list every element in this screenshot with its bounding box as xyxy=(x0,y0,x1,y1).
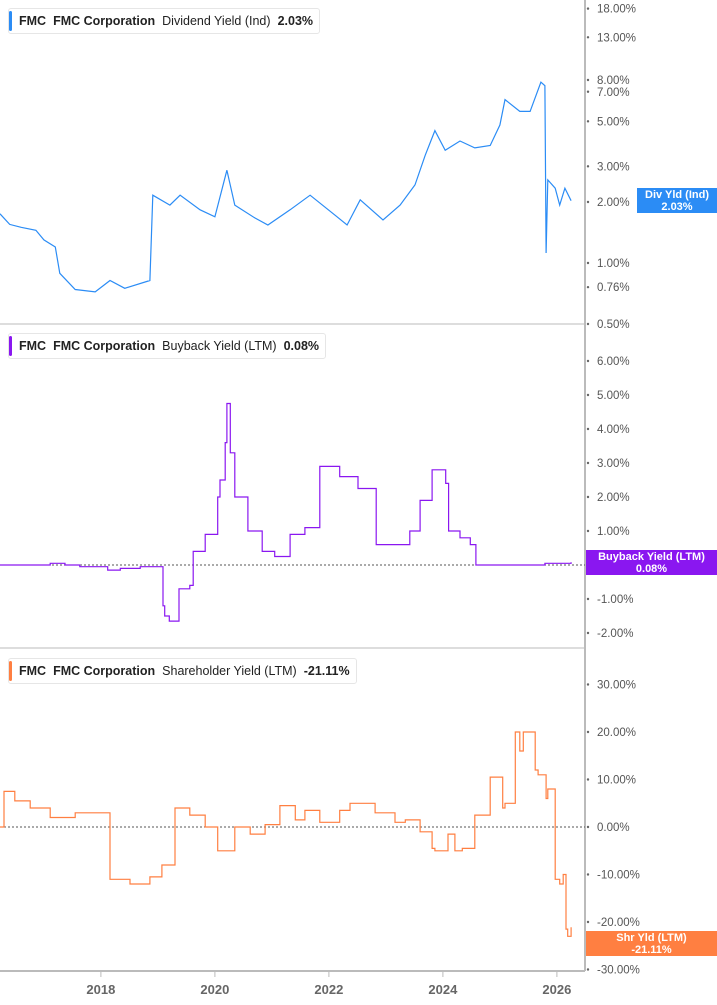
tag-label: Div Yld (Ind) xyxy=(645,188,709,201)
y-tick-mark xyxy=(586,778,590,781)
y-tick-label: 2.00% xyxy=(597,197,630,209)
legend-ticker: FMC xyxy=(19,14,47,28)
series-line-2 xyxy=(0,731,572,937)
y-tick-label: 3.00% xyxy=(597,161,630,173)
y-tick-mark xyxy=(586,36,590,39)
legend-metric: Buyback Yield (LTM) xyxy=(162,339,277,353)
y-tick-mark xyxy=(586,285,590,289)
y-tick-mark xyxy=(586,825,590,829)
legend-dividend-yield: FMC FMC Corporation Dividend Yield (Ind)… xyxy=(8,8,321,34)
y-tick-mark xyxy=(586,322,590,326)
last-value-tag-buyback: Buyback Yield (LTM) 0.08% xyxy=(586,550,717,575)
x-tick-label: 2020 xyxy=(200,982,229,997)
y-tick-label: -10.00% xyxy=(597,870,640,882)
y-tick-mark xyxy=(586,78,590,82)
y-tick-label: 0.50% xyxy=(597,319,630,331)
x-tick-label: 2024 xyxy=(428,982,458,997)
y-tick-label: 3.00% xyxy=(597,458,630,470)
x-tick-label: 2018 xyxy=(86,982,115,997)
y-tick-label: 1.00% xyxy=(597,258,630,270)
y-tick-label: -2.00% xyxy=(597,628,633,640)
y-tick-mark xyxy=(586,597,590,601)
y-tick-mark xyxy=(586,359,590,363)
tag-label: Buyback Yield (LTM) xyxy=(598,550,705,563)
y-tick-label: -30.00% xyxy=(597,965,640,977)
y-tick-label: 5.00% xyxy=(597,390,630,402)
y-tick-label: 5.00% xyxy=(597,116,630,128)
y-tick-mark xyxy=(586,7,590,10)
y-tick-label: -20.00% xyxy=(597,917,640,929)
y-tick-mark xyxy=(586,920,590,924)
y-tick-mark xyxy=(586,393,590,397)
y-tick-label: 7.00% xyxy=(597,87,630,99)
y-tick-mark xyxy=(586,261,590,265)
y-tick-mark xyxy=(586,120,590,123)
legend-value: -21.11% xyxy=(303,664,350,678)
legend-ticker: FMC xyxy=(19,664,47,678)
legend-company: FMC Corporation xyxy=(53,14,156,28)
y-tick-label: 0.76% xyxy=(597,282,630,294)
y-tick-label: 13.00% xyxy=(597,32,636,44)
tag-value: 2.03% xyxy=(661,200,693,213)
y-tick-mark xyxy=(586,427,590,431)
y-tick-mark xyxy=(586,968,590,971)
y-tick-label: 2.00% xyxy=(597,492,630,504)
y-tick-label: 4.00% xyxy=(597,424,630,436)
series-color-bar xyxy=(9,11,12,31)
legend-buyback-yield: FMC FMC Corporation Buyback Yield (LTM) … xyxy=(8,333,327,359)
legend-value: 0.08% xyxy=(283,339,320,353)
y-tick-mark xyxy=(586,683,590,686)
tag-value: 0.08% xyxy=(635,562,668,575)
y-tick-mark xyxy=(586,529,590,533)
series-color-bar xyxy=(9,661,12,681)
legend-shareholder-yield: FMC FMC Corporation Shareholder Yield (L… xyxy=(8,658,357,684)
y-tick-mark xyxy=(586,90,590,93)
legend-ticker: FMC xyxy=(19,339,47,353)
x-tick-label: 2022 xyxy=(314,982,343,997)
y-tick-label: 6.00% xyxy=(597,356,630,368)
series-line-1 xyxy=(0,402,572,622)
legend-company: FMC Corporation xyxy=(53,339,156,353)
series-color-bar xyxy=(9,336,12,356)
series-line-0 xyxy=(0,81,572,293)
tag-value: -21.11% xyxy=(631,943,672,956)
y-tick-mark xyxy=(586,495,590,499)
legend-value: 2.03% xyxy=(277,14,314,28)
legend-metric: Dividend Yield (Ind) xyxy=(162,14,271,28)
y-tick-label: 0.00% xyxy=(597,822,630,834)
y-tick-mark xyxy=(586,873,590,876)
y-tick-label: 30.00% xyxy=(597,680,636,692)
y-tick-mark xyxy=(586,200,590,204)
x-tick-label: 2026 xyxy=(542,982,571,997)
last-value-tag-shareholder: Shr Yld (LTM) -21.11% xyxy=(586,931,717,956)
y-tick-label: 8.00% xyxy=(597,75,630,87)
legend-metric: Shareholder Yield (LTM) xyxy=(162,664,297,678)
tag-label: Shr Yld (LTM) xyxy=(616,931,687,944)
last-value-tag-dividend: Div Yld (Ind) 2.03% xyxy=(637,188,717,213)
legend-company: FMC Corporation xyxy=(53,664,156,678)
y-tick-label: 20.00% xyxy=(597,727,636,739)
y-tick-label: 10.00% xyxy=(597,775,636,787)
y-tick-label: 18.00% xyxy=(597,4,636,16)
y-tick-mark xyxy=(586,631,590,635)
y-tick-mark xyxy=(586,461,590,465)
y-tick-label: -1.00% xyxy=(597,594,633,606)
y-tick-mark xyxy=(586,730,590,734)
y-tick-label: 1.00% xyxy=(597,526,630,538)
y-tick-mark xyxy=(586,165,590,168)
